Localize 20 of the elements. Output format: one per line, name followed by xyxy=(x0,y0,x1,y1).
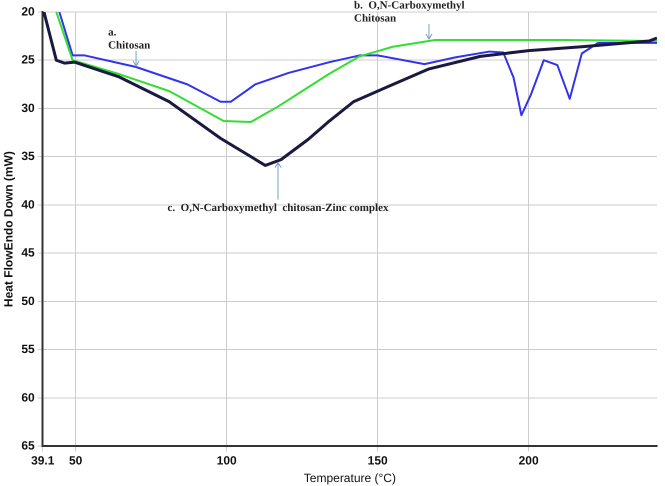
y-tick-label: 55 xyxy=(21,342,36,356)
annotation: a. Chitosan xyxy=(108,26,150,52)
y-tick-label: 35 xyxy=(21,149,36,164)
x-tick-label: 39.1 xyxy=(31,454,55,468)
x-tick-label: 100 xyxy=(216,454,237,468)
annotation: b. O,N-Carboxymethyl Chitosan xyxy=(354,0,465,24)
x-tick-label: 150 xyxy=(368,454,388,468)
y-tick-label: 65 xyxy=(21,438,36,453)
x-tick-label: 50 xyxy=(68,454,83,468)
y-axis-title: Heat FlowEndo Down (mW) xyxy=(2,151,16,308)
y-tick-label: 30 xyxy=(21,100,36,115)
x-tick-label: 200 xyxy=(518,454,539,468)
y-tick-label: 60 xyxy=(21,390,36,404)
y-tick-label: 40 xyxy=(21,197,36,212)
y-tick-label: 45 xyxy=(21,246,36,260)
annotation: c. O,N-Carboxymethyl chitosan-Zinc complex xyxy=(168,202,389,214)
y-tick-label: 50 xyxy=(21,294,36,308)
y-tick-label: 20 xyxy=(21,4,36,18)
y-tick-label: 25 xyxy=(21,52,36,67)
x-axis-title: Temperature (°C) xyxy=(304,471,396,486)
